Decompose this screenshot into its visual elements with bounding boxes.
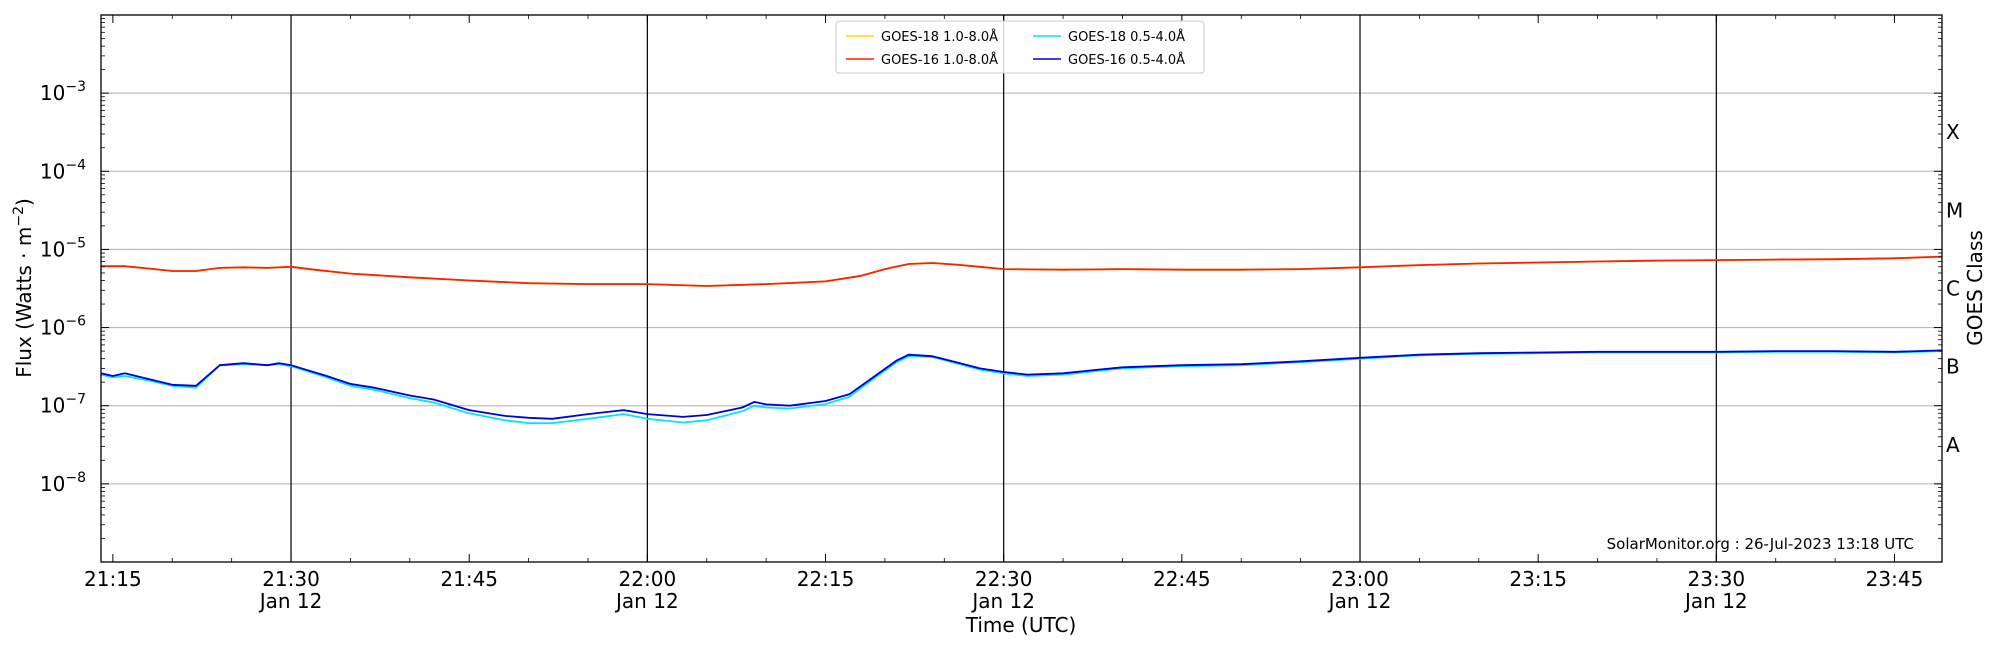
x-tick-date-label: Jan 12 (614, 589, 679, 613)
y-axis-title-unit: m (12, 227, 36, 246)
series-layer (100, 255, 1943, 425)
y-tick-label-base: 10 (40, 394, 65, 418)
legend-label: GOES-16 0.5-4.0Å (1068, 52, 1185, 68)
y-axis-right-title: GOES Class (1963, 230, 1987, 346)
x-tick-label: 23:30 (1688, 567, 1746, 591)
x-tick-label: 22:15 (797, 567, 855, 591)
goes-class-label: A (1946, 433, 1960, 457)
x-tick-label: 23:45 (1866, 567, 1924, 591)
y-axis-title-dot: · (12, 246, 36, 265)
y-tick-label-base: 10 (40, 159, 65, 183)
watermark: SolarMonitor.org : 26-Jul-2023 13:18 UTC (1607, 535, 1914, 553)
y-axis-title: Flux (Watts · m−2) (11, 198, 36, 378)
y-tick-label-exponent: −3 (65, 79, 86, 95)
y-tick-label: 10−4 (40, 157, 86, 183)
x-axis-title: Time (UTC) (965, 613, 1077, 637)
y-tick-label-exponent: −8 (65, 470, 86, 486)
x-tick-date-label: Jan 12 (1683, 589, 1748, 613)
y-tick-label-exponent: −6 (65, 314, 86, 330)
goes-class-label: C (1946, 277, 1960, 301)
y-tick-label-exponent: −4 (65, 157, 86, 173)
plot-background (101, 15, 1942, 562)
y-tick-label-base: 10 (40, 237, 65, 261)
y-tick-label-base: 10 (40, 316, 65, 340)
y-axis-title-close: ) (12, 198, 36, 206)
y-tick-label: 10−3 (40, 79, 86, 105)
x-tick-label: 22:00 (619, 567, 677, 591)
y-axis-title-exp: −2 (11, 206, 27, 227)
y-axis-title-main: Flux (Watts (12, 265, 36, 378)
x-tick-date-label: Jan 12 (258, 589, 323, 613)
goes-class-label: B (1946, 355, 1960, 379)
goes-class-label: X (1946, 120, 1960, 144)
x-tick-label: 22:30 (975, 567, 1033, 591)
x-tick-label: 21:15 (84, 567, 142, 591)
legend-label: GOES-18 0.5-4.0Å (1068, 29, 1185, 45)
x-tick-date-label: Jan 12 (1327, 589, 1392, 613)
legend: GOES-18 1.0-8.0Å GOES-16 1.0-8.0Å GOES-18 … (835, 20, 1205, 74)
x-tick-label: 21:30 (262, 567, 320, 591)
legend-label: GOES-18 1.0-8.0Å (881, 29, 998, 45)
x-tick-label: 21:45 (440, 567, 498, 591)
y-tick-label: 10−6 (40, 314, 86, 340)
series-line (100, 349, 1943, 420)
y-tick-label: 10−8 (40, 470, 86, 496)
x-tick-label: 23:15 (1509, 567, 1567, 591)
y-tick-label-exponent: −5 (65, 235, 86, 251)
plot-frame (100, 14, 1943, 563)
goes-class-label: M (1946, 198, 1963, 222)
legend-box (835, 20, 1205, 74)
x-tick-date-label: Jan 12 (970, 589, 1035, 613)
grid-layer (101, 92, 1942, 485)
y-tick-label: 10−5 (40, 235, 86, 261)
series-line (101, 255, 1943, 287)
tick-layer (101, 14, 1942, 563)
y-tick-label-base: 10 (40, 81, 65, 105)
x-tick-label: 22:45 (1153, 567, 1211, 591)
x-tick-label: 23:00 (1331, 567, 1389, 591)
y-tick-label: 10−7 (40, 392, 86, 418)
legend-label: GOES-16 1.0-8.0Å (881, 52, 998, 68)
y-tick-label-exponent: −7 (65, 392, 86, 408)
vertical-line-layer (290, 15, 1717, 562)
y-tick-label-base: 10 (40, 472, 65, 496)
